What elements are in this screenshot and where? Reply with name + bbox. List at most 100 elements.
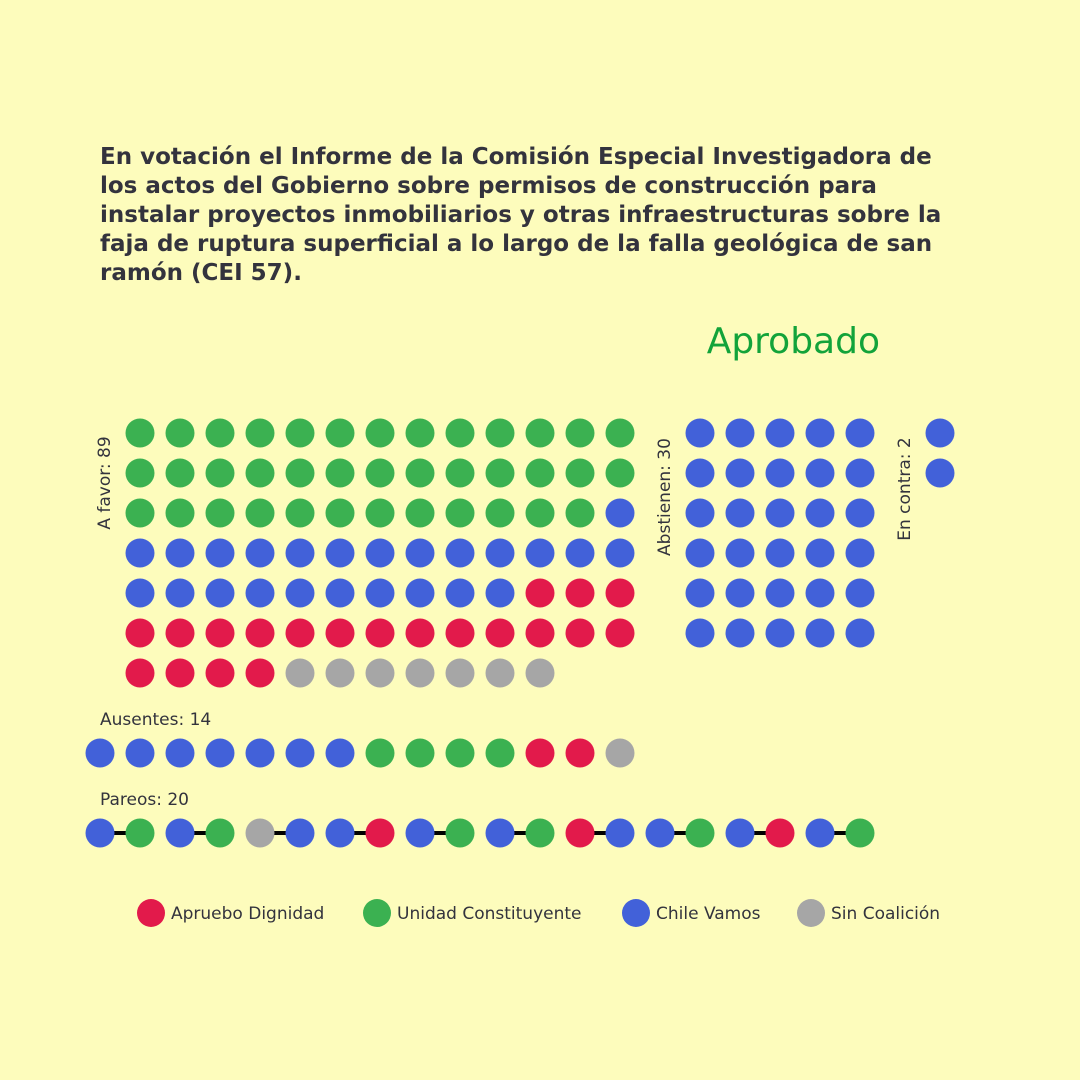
a_favor-vote-dot	[565, 618, 595, 648]
a_favor-vote-dot	[125, 458, 155, 488]
a_favor-vote-dot	[125, 418, 155, 448]
a_favor-vote-dot	[605, 418, 635, 448]
pareos-vote-dot	[485, 818, 515, 848]
pareos-vote-dot	[125, 818, 155, 848]
a_favor-vote-dot	[285, 498, 315, 528]
a_favor-vote-dot	[445, 538, 475, 568]
a_favor-vote-dot	[205, 538, 235, 568]
abstienen-vote-dot	[725, 418, 755, 448]
a_favor-vote-dot	[245, 418, 275, 448]
ausentes-vote-dot	[445, 738, 475, 768]
ausentes-vote-dot	[125, 738, 155, 768]
a_favor-vote-dot	[525, 498, 555, 528]
legend: Apruebo Dignidad Unidad Constituyente Ch…	[137, 899, 940, 927]
abstienen-vote-dot	[685, 418, 715, 448]
a_favor-vote-dot	[605, 538, 635, 568]
abstienen-vote-dot	[765, 538, 795, 568]
ausentes-vote-dot	[365, 738, 395, 768]
en_contra-vote-dot	[925, 418, 955, 448]
pareos-vote-dot	[165, 818, 195, 848]
pareos-vote-dot	[325, 818, 355, 848]
abstienen-vote-dot	[805, 538, 835, 568]
a_favor-vote-dot	[245, 458, 275, 488]
a_favor-vote-dot	[365, 498, 395, 528]
a_favor-vote-dot	[165, 418, 195, 448]
a_favor-vote-dot	[605, 618, 635, 648]
abstienen-vote-dot	[765, 578, 795, 608]
a_favor-vote-dot	[445, 578, 475, 608]
abstienen-vote-dot	[725, 578, 755, 608]
vote-marks	[85, 418, 955, 848]
a_favor-vote-dot	[525, 458, 555, 488]
pareos-vote-dot	[685, 818, 715, 848]
legend-label-sin-coalicion: Sin Coalición	[831, 904, 940, 924]
a_favor-vote-dot	[165, 538, 195, 568]
a_favor-vote-dot	[245, 618, 275, 648]
pareos-vote-dot	[85, 818, 115, 848]
a_favor-vote-dot	[365, 658, 395, 688]
ausentes-vote-dot	[405, 738, 435, 768]
pareos-vote-dot	[845, 818, 875, 848]
a_favor-vote-dot	[325, 498, 355, 528]
a_favor-vote-dot	[205, 458, 235, 488]
legend-swatch-apruebo-dignidad	[137, 899, 165, 927]
a_favor-vote-dot	[485, 418, 515, 448]
a_favor-vote-dot	[285, 538, 315, 568]
a_favor-vote-dot	[485, 578, 515, 608]
abstienen-vote-dot	[765, 618, 795, 648]
a_favor-vote-dot	[445, 418, 475, 448]
abstienen-vote-dot	[685, 538, 715, 568]
a_favor-vote-dot	[365, 458, 395, 488]
pareos-vote-dot	[405, 818, 435, 848]
legend-swatch-sin-coalicion	[797, 899, 825, 927]
legend-swatch-unidad-constituyente	[363, 899, 391, 927]
title-line-1: En votación el Informe de la Comisión Es…	[100, 144, 932, 170]
abstienen-vote-dot	[845, 498, 875, 528]
ausentes-vote-dot	[205, 738, 235, 768]
ausentes-vote-dot	[85, 738, 115, 768]
a_favor-vote-dot	[525, 538, 555, 568]
abstienen-vote-dot	[685, 578, 715, 608]
a_favor-vote-dot	[205, 618, 235, 648]
legend-label-chile-vamos: Chile Vamos	[656, 904, 761, 924]
pareos-vote-dot	[645, 818, 675, 848]
ausentes-vote-dot	[565, 738, 595, 768]
a_favor-vote-dot	[325, 538, 355, 568]
a_favor-vote-dot	[245, 578, 275, 608]
a_favor-vote-dot	[365, 418, 395, 448]
a_favor-vote-dot	[525, 578, 555, 608]
a_favor-vote-dot	[125, 578, 155, 608]
a_favor-vote-dot	[165, 458, 195, 488]
abstienen-vote-dot	[685, 618, 715, 648]
a_favor-vote-dot	[405, 618, 435, 648]
abstienen-vote-dot	[845, 458, 875, 488]
group-label-ausentes: Ausentes: 14	[100, 710, 211, 730]
a_favor-vote-dot	[405, 578, 435, 608]
ausentes-vote-dot	[325, 738, 355, 768]
a_favor-vote-dot	[245, 538, 275, 568]
a_favor-vote-dot	[325, 458, 355, 488]
pareos-vote-dot	[205, 818, 235, 848]
pareos-vote-dot	[525, 818, 555, 848]
a_favor-vote-dot	[445, 618, 475, 648]
a_favor-vote-dot	[405, 658, 435, 688]
ausentes-vote-dot	[525, 738, 555, 768]
a_favor-vote-dot	[325, 618, 355, 648]
a_favor-vote-dot	[605, 578, 635, 608]
a_favor-vote-dot	[325, 418, 355, 448]
pareos-vote-dot	[725, 818, 755, 848]
a_favor-vote-dot	[365, 538, 395, 568]
a_favor-vote-dot	[285, 618, 315, 648]
a_favor-vote-dot	[165, 658, 195, 688]
pareos-vote-dot	[445, 818, 475, 848]
a_favor-vote-dot	[245, 498, 275, 528]
a_favor-vote-dot	[205, 578, 235, 608]
pareos-vote-dot	[805, 818, 835, 848]
abstienen-vote-dot	[725, 458, 755, 488]
a_favor-vote-dot	[285, 658, 315, 688]
a_favor-vote-dot	[565, 458, 595, 488]
a_favor-vote-dot	[565, 498, 595, 528]
abstienen-vote-dot	[805, 458, 835, 488]
abstienen-vote-dot	[685, 458, 715, 488]
